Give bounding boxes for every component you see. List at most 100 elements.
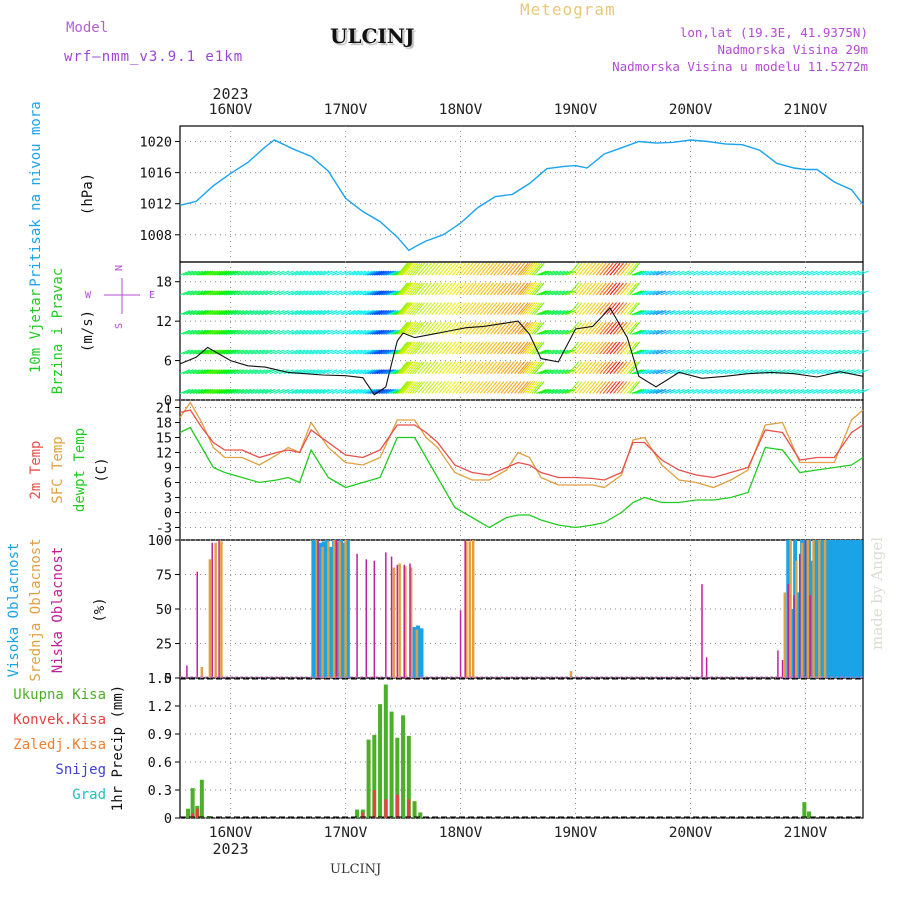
wind-barb xyxy=(633,310,645,316)
wind-barb xyxy=(807,270,819,276)
wind-barb xyxy=(540,310,552,316)
wind-barb xyxy=(216,388,227,394)
wind-barb xyxy=(438,302,450,315)
wind-barb xyxy=(305,388,316,394)
wind-barb xyxy=(359,290,370,296)
sfc-temp-line xyxy=(179,401,864,489)
wind-barb xyxy=(261,310,272,316)
wind-barb xyxy=(493,361,505,375)
wind-barb xyxy=(411,302,423,315)
day-label-bottom: 16NOV xyxy=(209,825,253,841)
wind-barb xyxy=(476,341,488,355)
wind-barb xyxy=(780,270,791,276)
wind-barb xyxy=(665,270,676,276)
wind-barb xyxy=(807,290,819,296)
wind-barb xyxy=(720,388,731,394)
wind-barb xyxy=(364,349,376,355)
wind-barb xyxy=(720,290,731,296)
wind-barb xyxy=(400,302,412,315)
wind-barb xyxy=(251,369,262,375)
wind-barb xyxy=(665,369,676,375)
wind-barb xyxy=(798,349,809,355)
wind-barb xyxy=(189,369,200,375)
wind-barb xyxy=(706,270,717,276)
wind-barb xyxy=(438,361,450,375)
wind-barb xyxy=(683,369,694,375)
wind-barb xyxy=(514,282,526,296)
wind-barb xyxy=(648,329,660,335)
wind-barb xyxy=(540,290,552,296)
wind-barb xyxy=(734,310,745,316)
wind-barb xyxy=(218,369,230,375)
wind-barb xyxy=(407,302,419,315)
wind-barb xyxy=(198,329,209,335)
wind-barb xyxy=(510,262,522,276)
wind-barb xyxy=(431,381,443,394)
wind-barb xyxy=(839,329,851,335)
cloud-bar xyxy=(793,595,795,678)
wind-barb xyxy=(257,349,269,355)
wind-barb xyxy=(381,388,392,394)
wind-barb xyxy=(609,282,621,296)
wind-barb xyxy=(322,290,333,296)
wind-barb xyxy=(697,270,708,276)
wind-barb xyxy=(469,262,481,276)
wind-barb xyxy=(322,388,333,394)
wind-barb xyxy=(780,388,791,394)
wind-barb xyxy=(209,310,221,316)
wind-barb xyxy=(729,290,740,296)
wind-barb xyxy=(524,321,536,335)
wind-barb xyxy=(455,341,467,355)
wind-barb xyxy=(381,329,392,335)
wind-barb xyxy=(264,329,276,335)
wind-barb xyxy=(424,321,436,335)
cloud-bar xyxy=(315,540,319,678)
wind-barb xyxy=(848,349,860,355)
wind-barb xyxy=(715,388,727,394)
wind-barb xyxy=(192,310,204,316)
wind-barb xyxy=(441,282,453,296)
wind-barb xyxy=(183,270,194,276)
precip-bar xyxy=(372,734,377,818)
wind-barb xyxy=(427,321,439,335)
wind-barb xyxy=(434,302,446,315)
wind-barb xyxy=(629,282,641,296)
wind-barb xyxy=(734,290,745,296)
wind-barb xyxy=(326,388,338,394)
wind-barb xyxy=(269,349,280,355)
cloud-bar xyxy=(777,650,779,678)
day-label-top: 19NOV xyxy=(554,102,598,118)
wind-barb xyxy=(348,270,360,276)
wind-barb xyxy=(409,341,421,355)
wind-barb xyxy=(514,302,526,315)
wind-barb xyxy=(500,302,512,315)
wind-barb xyxy=(724,349,736,355)
wind-barb xyxy=(340,388,352,394)
cloud-bar xyxy=(311,540,316,678)
wind-barb xyxy=(261,369,272,375)
wind-barb xyxy=(729,329,740,335)
wind-barb xyxy=(336,349,347,355)
wind-barb xyxy=(761,270,773,276)
wind-barb xyxy=(455,262,467,276)
day-label-bottom: 20NOV xyxy=(669,825,713,841)
wind-barb xyxy=(798,310,809,316)
wind-barb xyxy=(308,329,319,335)
wind-barb xyxy=(616,282,628,296)
wind-barb xyxy=(417,321,429,335)
wind-barb xyxy=(376,369,387,375)
wind-barb xyxy=(526,262,538,276)
wind-barb xyxy=(844,290,855,296)
wind-barb xyxy=(269,290,280,296)
wind-barb xyxy=(683,290,694,296)
wind-barb xyxy=(209,369,221,375)
wind-barb xyxy=(465,282,477,296)
precip-legend-item: Konvek.Kisa xyxy=(13,712,106,728)
wind-barb xyxy=(409,262,421,276)
wind-barb xyxy=(660,388,671,394)
wind-barb xyxy=(575,282,586,296)
wind-barb xyxy=(507,302,519,315)
wind-barb xyxy=(599,381,611,394)
wind-barb xyxy=(519,381,531,394)
cloud-bar xyxy=(855,540,860,678)
